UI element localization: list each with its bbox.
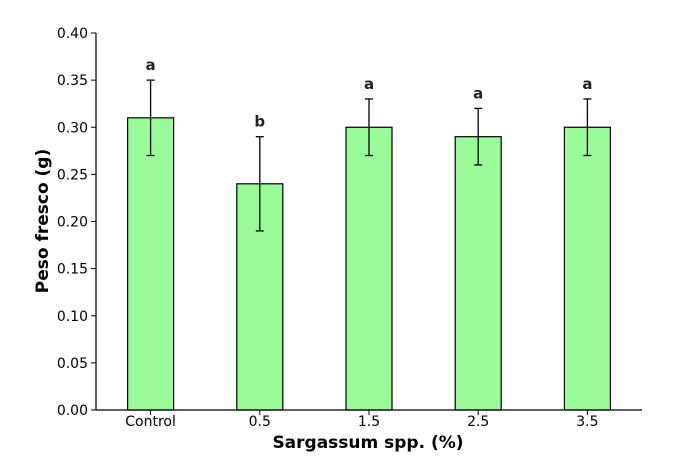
significance-label-1: b: [254, 113, 265, 131]
bar-0: [126, 117, 175, 411]
y-axis-title: Peso fresco (g): [33, 149, 53, 294]
y-tick-label-2: 0.10: [57, 309, 88, 325]
x-tick-label-2: 1.5: [358, 414, 380, 430]
x-tick-label-3: 2.5: [467, 414, 489, 430]
error-bars-group: [146, 79, 592, 232]
x-axis-title: Sargassum spp. (%): [272, 433, 463, 453]
y-tick-label-5: 0.25: [57, 167, 88, 183]
y-tick-label-0: 0.00: [57, 403, 88, 419]
y-tick-label-1: 0.05: [57, 356, 88, 372]
y-tick-label-6: 0.30: [57, 120, 88, 136]
x-tick-label-0: Control: [125, 414, 176, 430]
y-tick-label-7: 0.35: [57, 73, 88, 89]
significance-label-0: a: [146, 56, 156, 74]
x-tick-label-4: 3.5: [576, 414, 598, 430]
y-tick-label-8: 0.40: [57, 26, 88, 42]
y-ticks-group: 0.00 0.05 0.10 0.15 0.20 0.25 0.30 0.35 0.40: [57, 26, 96, 419]
significance-label-2: a: [364, 75, 374, 93]
x-ticks-group: Control 0.5 1.5 2.5 3.5: [125, 410, 599, 430]
significance-label-3: a: [473, 84, 483, 102]
bar-3: [454, 136, 502, 411]
significance-labels-group: a b a a a: [146, 56, 593, 131]
bars-group: [126, 117, 612, 411]
bar-4: [563, 126, 612, 411]
bar-2: [345, 126, 393, 411]
y-tick-label-4: 0.20: [57, 215, 88, 231]
x-tick-label-1: 0.5: [249, 414, 271, 430]
y-tick-label-3: 0.15: [57, 262, 88, 278]
significance-label-4: a: [582, 75, 592, 93]
